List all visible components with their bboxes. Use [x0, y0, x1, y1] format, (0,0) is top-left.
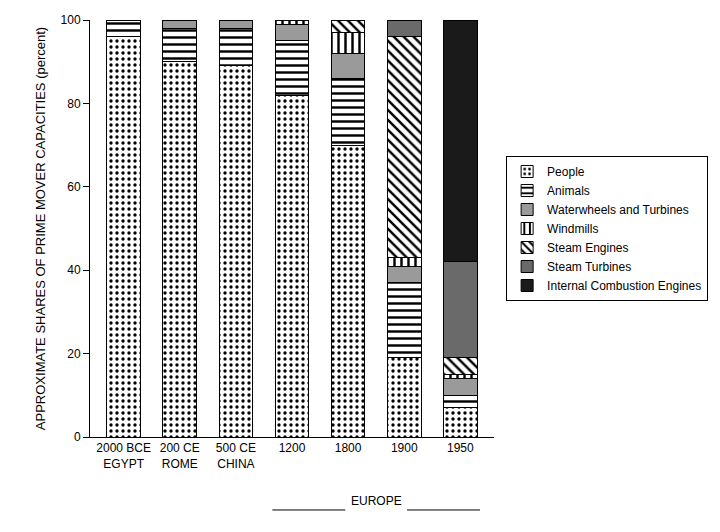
svg-text:2000 BCEEGYPT: 2000 BCEEGYPT — [96, 441, 151, 471]
svg-text:200 CEROME: 200 CEROME — [160, 441, 200, 471]
svg-text:1800: 1800 — [335, 441, 362, 455]
svg-text:80: 80 — [67, 97, 81, 111]
svg-text:Steam Engines: Steam Engines — [547, 241, 628, 255]
svg-text:Steam Turbines: Steam Turbines — [547, 260, 631, 274]
svg-text:Waterwheels and Turbines: Waterwheels and Turbines — [547, 203, 689, 217]
svg-text:500 CECHINA: 500 CECHINA — [216, 441, 256, 471]
svg-text:1200: 1200 — [279, 441, 306, 455]
svg-text:Windmills: Windmills — [547, 222, 598, 236]
svg-text:0: 0 — [74, 430, 81, 444]
svg-text:People: People — [547, 165, 585, 179]
svg-text:40: 40 — [67, 263, 81, 277]
svg-text:1950: 1950 — [447, 441, 474, 455]
svg-text:APPROXIMATE SHARES OF PRIME MO: APPROXIMATE SHARES OF PRIME MOVER CAPACI… — [33, 27, 48, 430]
svg-text:EUROPE: EUROPE — [351, 494, 402, 508]
svg-text:20: 20 — [67, 347, 81, 361]
svg-text:60: 60 — [67, 180, 81, 194]
svg-text:1900: 1900 — [391, 441, 418, 455]
svg-text:Internal Combustion Engines: Internal Combustion Engines — [547, 279, 701, 293]
svg-text:100: 100 — [61, 13, 81, 27]
svg-text:Animals: Animals — [547, 184, 590, 198]
